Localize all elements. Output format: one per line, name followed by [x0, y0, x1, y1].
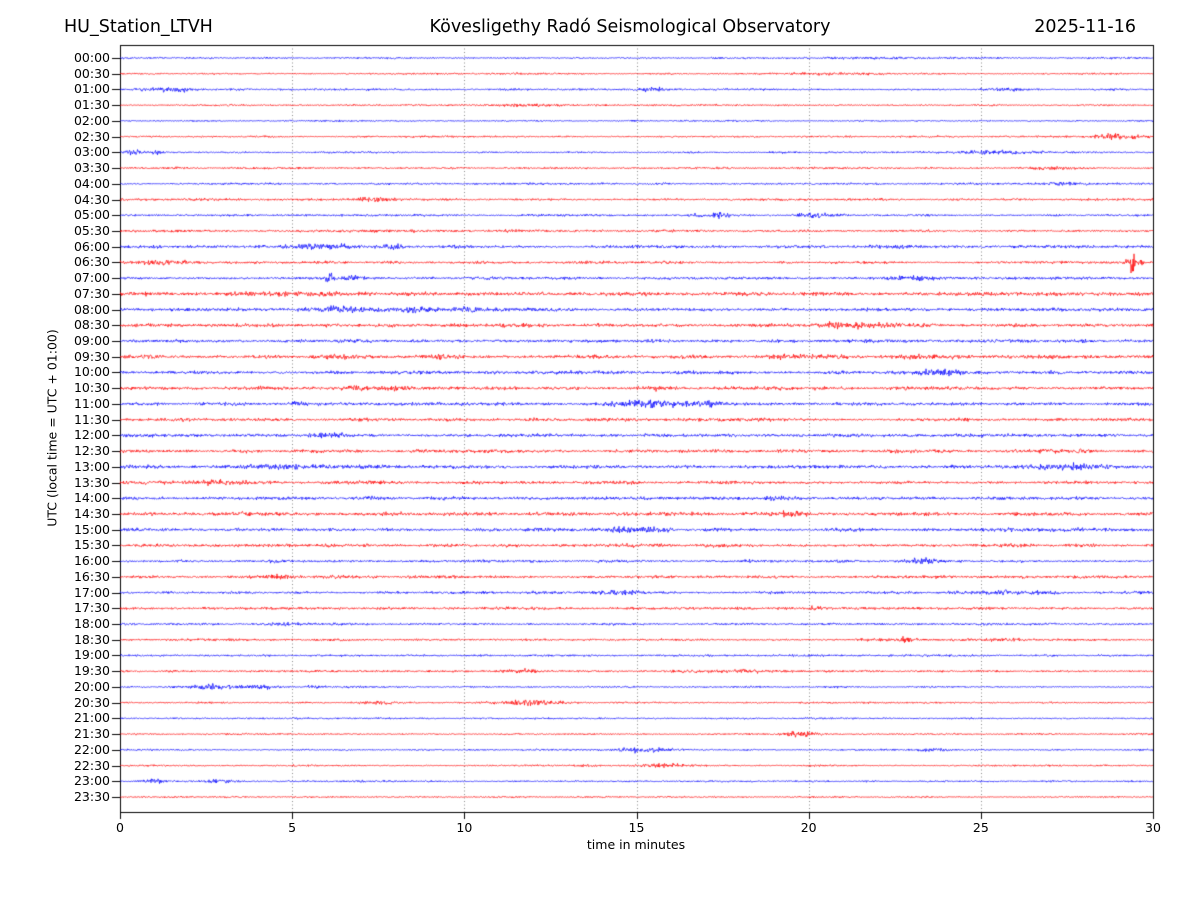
- y-tick-label: 08:00: [73, 301, 110, 317]
- x-tick-label: 5: [288, 820, 297, 835]
- y-tick-label: 05:00: [73, 207, 110, 223]
- x-axis-label: time in minutes: [586, 837, 686, 852]
- y-tick-label: 04:00: [73, 175, 110, 191]
- y-tick-label: 20:00: [73, 678, 110, 694]
- y-tick-label: 19:00: [73, 647, 110, 663]
- y-tick-label: 21:00: [73, 710, 110, 726]
- y-tick-label: 16:00: [73, 553, 110, 569]
- y-tick-label: 07:30: [73, 285, 110, 301]
- y-tick-label: 06:30: [73, 254, 110, 270]
- y-tick-label: 14:30: [73, 505, 110, 521]
- date-title: 2025-11-16: [1034, 17, 1136, 37]
- y-tick-label: 13:00: [73, 458, 110, 474]
- y-tick-label: 01:30: [73, 97, 110, 113]
- y-tick-label: 10:30: [73, 380, 110, 396]
- y-tick-label: 18:30: [73, 631, 110, 647]
- x-tick-label: 30: [1145, 820, 1161, 835]
- y-tick-label: 07:00: [73, 270, 110, 286]
- y-tick-label: 15:00: [73, 521, 110, 537]
- y-tick-label: 03:00: [73, 144, 110, 160]
- y-tick-label: 14:00: [73, 490, 110, 506]
- y-tick-label: 02:30: [73, 128, 110, 144]
- y-tick-label: 21:30: [73, 726, 110, 742]
- x-tick-label: 10: [456, 820, 473, 835]
- y-tick-label: 17:30: [73, 600, 110, 616]
- x-tick-label: 15: [628, 820, 645, 835]
- y-tick-label: 11:30: [73, 411, 110, 427]
- y-tick-label: 22:30: [73, 757, 110, 773]
- y-tick-label: 22:00: [73, 741, 110, 757]
- y-tick-label: 09:00: [73, 333, 110, 349]
- x-tick-label: 25: [972, 820, 989, 835]
- y-tick-label: 15:30: [73, 537, 110, 553]
- y-tick-label: 00:00: [73, 50, 110, 65]
- y-tick-label: 08:30: [73, 317, 110, 333]
- y-tick-label: 23:30: [73, 789, 110, 804]
- y-tick-label: 10:00: [73, 364, 110, 380]
- y-tick-label: 20:30: [73, 694, 110, 710]
- station-title: HU_Station_LTVH: [64, 17, 213, 37]
- y-tick-label: 17:00: [73, 584, 110, 600]
- y-tick-label: 12:30: [73, 443, 110, 459]
- y-tick-label: 18:00: [73, 616, 110, 632]
- y-tick-label: 23:00: [73, 773, 110, 789]
- y-tick-label: 13:30: [73, 474, 110, 490]
- y-tick-label: 09:30: [73, 348, 110, 364]
- y-tick-label: 01:00: [73, 81, 110, 97]
- y-tick-label: 05:30: [73, 222, 110, 238]
- y-tick-label: 02:00: [73, 112, 110, 128]
- y-tick-label: 19:30: [73, 663, 110, 679]
- x-tick-label: 20: [800, 820, 817, 835]
- y-tick-label: 11:00: [73, 395, 110, 411]
- y-tick-label: 12:00: [73, 427, 110, 443]
- y-tick-label: 03:30: [73, 160, 110, 176]
- y-tick-label: 16:30: [73, 568, 110, 584]
- x-tick-label: 0: [116, 820, 124, 835]
- y-tick-label: 04:30: [73, 191, 110, 207]
- y-tick-label: 06:00: [73, 238, 110, 254]
- y-tick-label: 00:30: [73, 65, 110, 81]
- observatory-title: Kövesligethy Radó Seismological Observat…: [429, 17, 831, 37]
